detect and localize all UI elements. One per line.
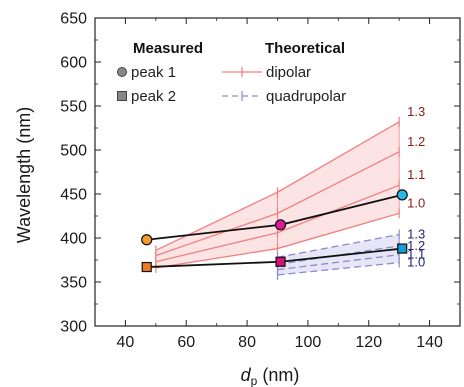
quadrupolar-label-1.0: 1.0 <box>407 255 425 270</box>
x-tick-label: 40 <box>117 334 135 351</box>
y-tick-label: 450 <box>60 187 87 204</box>
dipolar-label-1.0: 1.0 <box>407 195 425 210</box>
legend-item-quadrupolar: quadrupolar <box>266 88 346 105</box>
dipolar-label-1.2: 1.2 <box>407 134 425 149</box>
dipolar-label-1.3: 1.3 <box>407 104 425 119</box>
x-axis-label: dp (nm) <box>241 365 300 387</box>
legend-square-marker <box>118 92 127 101</box>
legend-item-peak-2: peak 2 <box>131 88 176 105</box>
x-tick-label: 60 <box>177 334 195 351</box>
legend-theoretical-title: Theoretical <box>265 40 345 57</box>
x-tick-label: 80 <box>238 334 256 351</box>
y-tick-label: 650 <box>60 11 87 28</box>
y-tick-label: 500 <box>60 143 87 160</box>
legend-item-peak-1: peak 1 <box>131 64 176 81</box>
y-tick-label: 350 <box>60 275 87 292</box>
y-tick-label: 600 <box>60 55 87 72</box>
peak1-point <box>397 190 407 200</box>
y-axis-label: Wavelength (nm) <box>14 107 34 243</box>
peak1-point <box>142 235 152 245</box>
dipolar-label-1.1: 1.1 <box>407 167 425 182</box>
x-tick-label: 140 <box>416 334 443 351</box>
x-axis-label-unit: (nm) <box>257 365 299 385</box>
y-tick-label: 400 <box>60 231 87 248</box>
peak2-point <box>398 244 407 253</box>
x-tick-label: 100 <box>295 334 322 351</box>
peak1-point <box>276 220 286 230</box>
legend-measured-title: Measured <box>133 40 203 57</box>
peak2-point <box>276 257 285 266</box>
y-tick-label: 300 <box>60 319 87 336</box>
legend-circle-marker <box>118 68 127 77</box>
x-tick-label: 120 <box>355 334 382 351</box>
y-tick-label: 550 <box>60 99 87 116</box>
legend-item-dipolar: dipolar <box>266 64 311 81</box>
peak2-point <box>142 263 151 272</box>
